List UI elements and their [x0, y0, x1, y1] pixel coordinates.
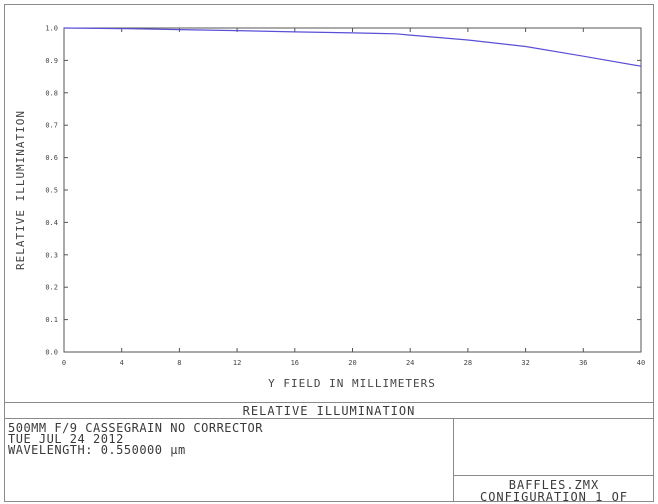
y-tick-label: 0.2 [45, 284, 58, 292]
y-tick-label: 0.5 [45, 187, 58, 195]
chart-area: 0.0 0.1 0.2 0.3 0.4 0.5 0.6 0.7 0.8 0.9 1.0 0 4 8 12 1… [14, 25, 645, 391]
series-line [63, 27, 642, 67]
y-tick-label: 0.6 [45, 154, 58, 162]
chart-title: RELATIVE ILLUMINATION [4, 402, 654, 419]
y-tick-label: 1.0 [45, 25, 58, 33]
info-box: 500MM F/9 CASSEGRAIN NO CORRECTOR TUE JU… [8, 421, 263, 457]
configuration-label: CONFIGURATION 1 OF [479, 490, 629, 504]
x-tick-label: 12 [233, 359, 241, 367]
x-tick-label: 28 [464, 359, 472, 367]
x-axis: 0 4 8 12 16 20 24 28 32 36 40 [62, 28, 645, 367]
file-box: BAFFLES.ZMX CONFIGURATION 1 OF [453, 419, 654, 504]
y-tick-label: 0.4 [45, 219, 58, 227]
file-info: BAFFLES.ZMX CONFIGURATION 1 OF [454, 475, 654, 504]
y-tick-label: 0.0 [45, 349, 58, 357]
wavelength-line: WAVELENGTH: 0.550000 µm [8, 443, 186, 457]
y-tick-label: 0.8 [45, 89, 58, 97]
x-tick-label: 40 [637, 359, 645, 367]
file-name: BAFFLES.ZMX [508, 478, 600, 492]
x-tick-label: 32 [521, 359, 529, 367]
y-tick-label: 0.3 [45, 251, 58, 259]
y-axis-label: RELATIVE ILLUMINATION [14, 110, 27, 270]
x-tick-label: 24 [406, 359, 414, 367]
system-title: 500MM F/9 CASSEGRAIN NO CORRECTOR [8, 421, 263, 435]
series-group [63, 27, 642, 67]
x-tick-label: 4 [120, 359, 124, 367]
x-tick-label: 20 [348, 359, 356, 367]
x-tick-label: 36 [579, 359, 587, 367]
y-tick-label: 0.9 [45, 57, 58, 65]
x-tick-label: 16 [291, 359, 299, 367]
y-tick-label: 0.1 [45, 316, 58, 324]
x-tick-label: 0 [62, 359, 66, 367]
date-line: TUE JUL 24 2012 [8, 432, 124, 446]
x-tick-label: 8 [177, 359, 181, 367]
plot-frame [63, 27, 642, 353]
y-axis: 0.0 0.1 0.2 0.3 0.4 0.5 0.6 0.7 0.8 0.9 1.0 [45, 25, 641, 357]
x-axis-label: Y FIELD IN MILLIMETERS [268, 377, 436, 390]
y-tick-label: 0.7 [45, 122, 58, 130]
